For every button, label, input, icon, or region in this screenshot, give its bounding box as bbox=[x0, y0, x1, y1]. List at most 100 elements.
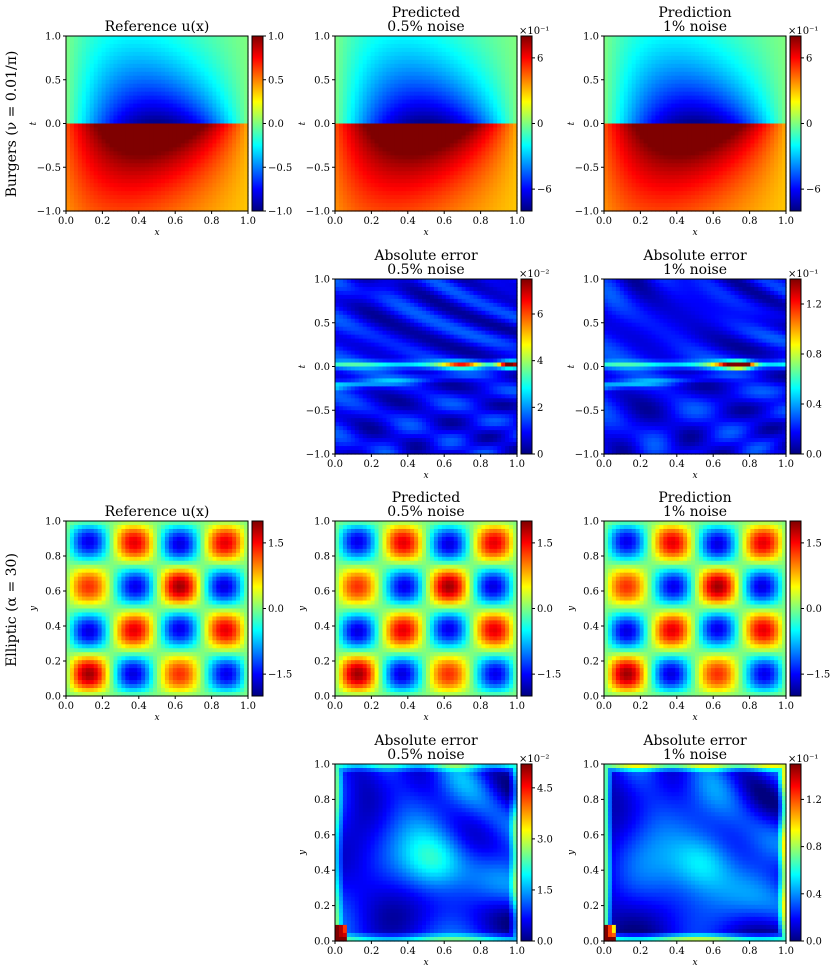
heatmap-cell bbox=[164, 131, 170, 137]
heatmap-cell bbox=[489, 171, 494, 176]
heatmap-cell bbox=[196, 163, 202, 168]
heatmap-cell bbox=[335, 59, 340, 65]
heatmap-cell bbox=[335, 115, 340, 121]
heatmap-cell bbox=[121, 79, 126, 85]
heatmap-cell bbox=[418, 87, 423, 93]
heatmap-cell bbox=[145, 207, 150, 212]
heatmap-cell bbox=[619, 36, 625, 41]
heatmap-cell bbox=[244, 75, 249, 81]
heatmap-cell bbox=[445, 83, 451, 89]
heatmap-cell bbox=[513, 83, 518, 89]
heatmap-cell bbox=[350, 71, 356, 77]
heatmap-cell bbox=[362, 175, 368, 180]
heatmap-cell bbox=[370, 99, 376, 105]
heatmap-cell bbox=[738, 63, 744, 69]
heatmap-cell bbox=[342, 87, 348, 93]
heatmap-cell bbox=[742, 103, 748, 109]
heatmap-cell bbox=[105, 111, 111, 117]
heatmap-cell bbox=[85, 87, 91, 93]
heatmap-cell bbox=[449, 63, 455, 69]
heatmap-cell bbox=[81, 175, 87, 180]
heatmap-cell bbox=[679, 43, 684, 49]
heatmap-cell bbox=[734, 71, 740, 77]
heatmap-cell bbox=[639, 43, 645, 49]
heatmap-cell bbox=[726, 95, 732, 101]
heatmap-cell bbox=[501, 63, 506, 69]
heatmap-cell bbox=[335, 179, 340, 184]
heatmap-cell bbox=[461, 103, 467, 109]
heatmap-cell bbox=[97, 119, 103, 125]
heatmap-cell bbox=[378, 51, 384, 57]
heatmap-cell bbox=[176, 207, 182, 212]
heatmap-cell bbox=[501, 195, 506, 200]
heatmap-cell bbox=[232, 43, 237, 49]
heatmap-cell bbox=[208, 191, 213, 196]
heatmap-cell bbox=[101, 47, 107, 53]
heatmap-cell bbox=[200, 195, 206, 200]
heatmap-cell bbox=[754, 59, 759, 65]
heatmap-cell bbox=[457, 167, 463, 172]
heatmap-cell bbox=[477, 131, 482, 137]
heatmap-cell bbox=[429, 207, 435, 212]
heatmap-cell bbox=[133, 79, 138, 85]
heatmap-cell bbox=[338, 43, 344, 49]
heatmap-cell bbox=[109, 87, 115, 93]
heatmap-cell bbox=[228, 36, 233, 41]
heatmap-cell bbox=[157, 131, 162, 137]
heatmap-cell bbox=[378, 187, 384, 192]
heatmap-cell bbox=[473, 127, 479, 133]
heatmap-cell bbox=[204, 39, 210, 45]
heatmap-cell bbox=[358, 203, 364, 208]
heatmap-cell bbox=[509, 191, 514, 196]
heatmap-cell bbox=[335, 111, 340, 117]
heatmap-cell bbox=[89, 39, 95, 45]
heatmap-cell bbox=[346, 163, 352, 168]
heatmap-cell bbox=[651, 83, 657, 89]
heatmap-cell bbox=[77, 199, 83, 204]
heatmap-cell bbox=[204, 171, 210, 176]
heatmap-cell bbox=[157, 51, 162, 57]
heatmap-cell bbox=[671, 83, 676, 89]
heatmap-cell bbox=[232, 151, 237, 156]
heatmap-cell bbox=[160, 95, 166, 101]
heatmap-cell bbox=[750, 59, 755, 65]
heatmap-cell bbox=[350, 191, 356, 196]
heatmap-cell bbox=[390, 43, 395, 49]
heatmap-cell bbox=[180, 63, 186, 69]
heatmap-cell bbox=[77, 155, 83, 160]
heatmap-cell bbox=[453, 163, 459, 168]
heatmap-cell bbox=[149, 119, 154, 125]
heatmap-cell bbox=[453, 36, 459, 41]
heatmap-cell bbox=[489, 123, 494, 129]
heatmap-cell bbox=[244, 195, 249, 200]
heatmap-cell bbox=[81, 183, 87, 188]
heatmap-cell bbox=[184, 103, 190, 109]
heatmap-cell bbox=[410, 55, 415, 61]
heatmap-cell bbox=[441, 195, 447, 200]
heatmap-cell bbox=[117, 167, 122, 172]
heatmap-cell bbox=[157, 71, 162, 77]
heatmap-cell bbox=[619, 59, 625, 65]
heatmap-cell bbox=[671, 36, 676, 41]
heatmap-cell bbox=[378, 143, 384, 148]
heatmap-cell bbox=[481, 103, 486, 109]
heatmap-cell bbox=[192, 171, 198, 176]
heatmap-cell bbox=[382, 199, 388, 204]
heatmap-cell bbox=[623, 55, 629, 61]
heatmap-cell bbox=[485, 135, 490, 141]
heatmap-cell bbox=[121, 43, 126, 49]
heatmap-cell bbox=[394, 91, 399, 97]
heatmap-cell bbox=[766, 99, 771, 105]
heatmap-cell bbox=[69, 67, 75, 73]
heatmap-cell bbox=[73, 95, 79, 101]
heatmap-cell bbox=[505, 47, 510, 53]
heatmap-cell bbox=[109, 179, 115, 184]
heatmap-cell bbox=[168, 203, 174, 208]
heatmap-cell bbox=[505, 159, 510, 164]
heatmap-cell bbox=[473, 51, 479, 57]
heatmap-cell bbox=[433, 139, 439, 144]
heatmap-cell bbox=[659, 43, 664, 49]
heatmap-cell bbox=[121, 115, 126, 121]
heatmap-cell bbox=[168, 91, 174, 97]
heatmap-cell bbox=[651, 75, 657, 81]
